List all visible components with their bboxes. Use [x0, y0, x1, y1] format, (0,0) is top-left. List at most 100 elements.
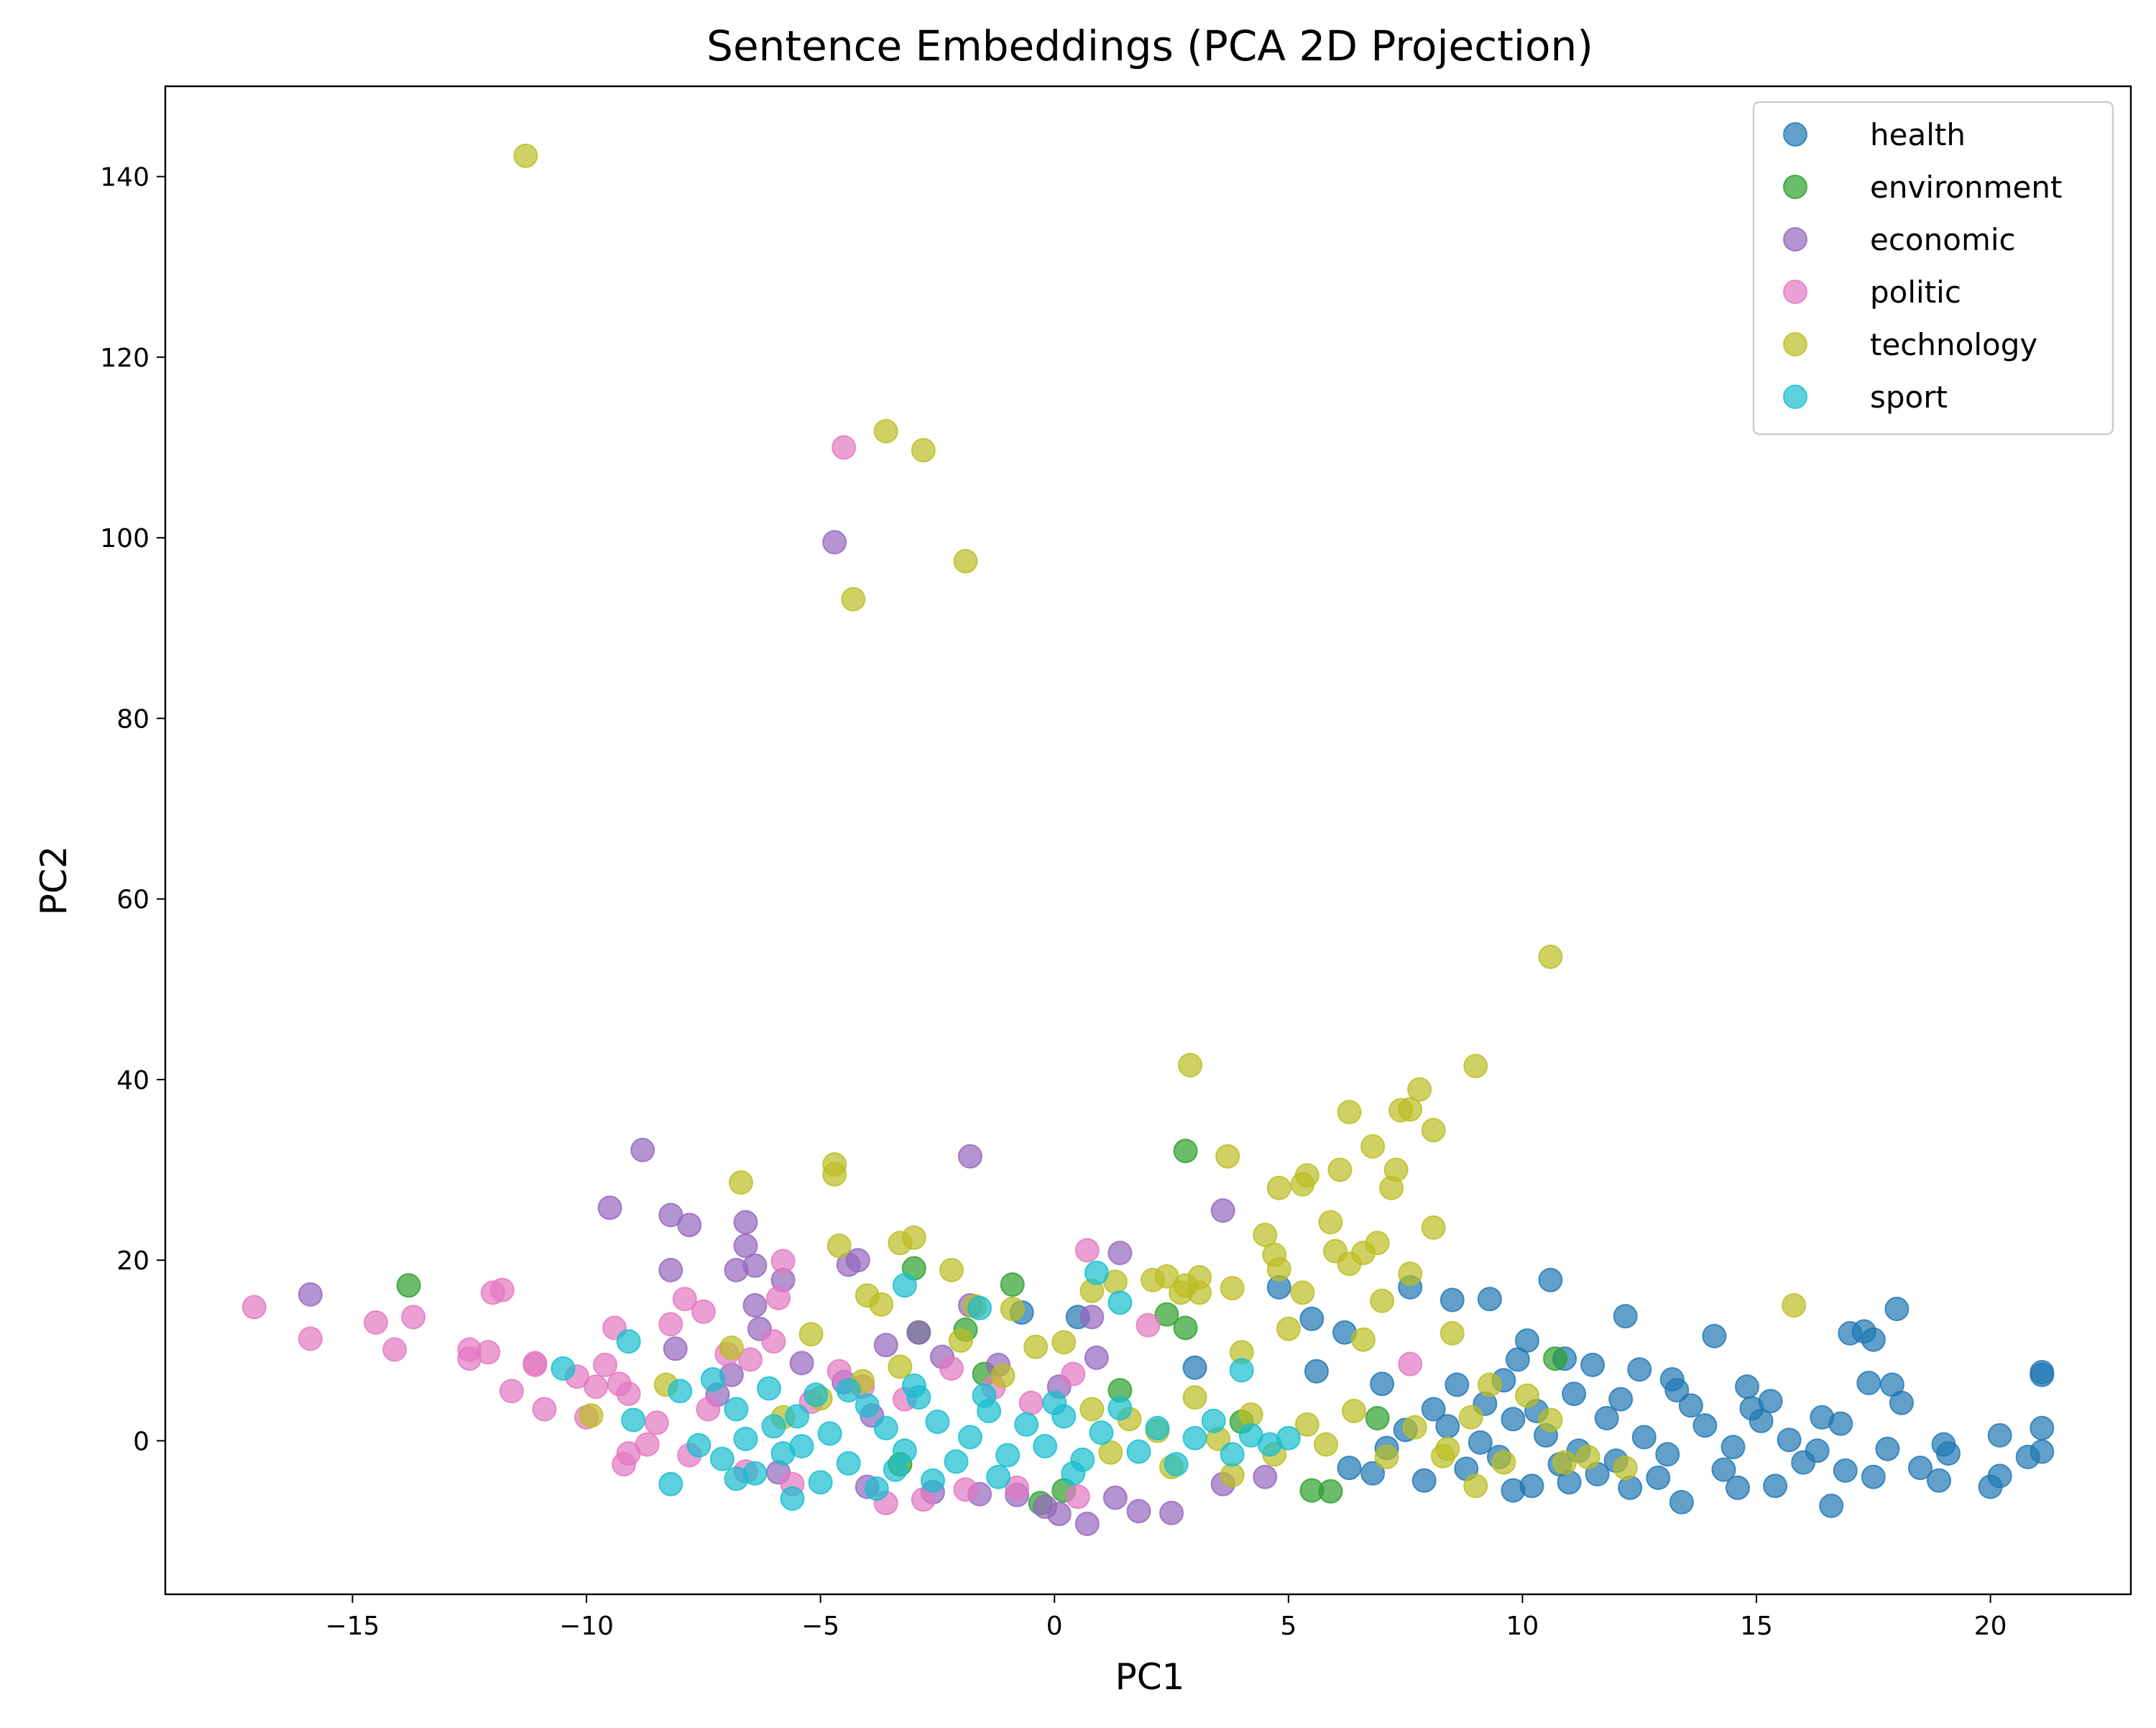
data-point-technology [1575, 1445, 1600, 1469]
data-point-health [1889, 1390, 1914, 1415]
data-point-politic [738, 1347, 763, 1372]
legend-label-environment: environment [1870, 170, 2062, 205]
data-point-politic [532, 1397, 557, 1422]
data-point-health [1692, 1413, 1718, 1438]
data-point-economic [873, 1333, 898, 1358]
data-point-technology [1187, 1265, 1212, 1290]
data-point-environment [1000, 1272, 1025, 1297]
data-point-health [1445, 1372, 1470, 1397]
data-point-economic [1210, 1198, 1235, 1223]
data-point-sport [733, 1426, 758, 1451]
data-point-health [1468, 1430, 1493, 1455]
data-point-economic [658, 1203, 683, 1228]
data-point-health [2030, 1439, 2055, 1464]
data-point-health [1519, 1474, 1544, 1499]
data-point-politic [593, 1352, 618, 1377]
data-point-sport [986, 1464, 1011, 1489]
data-point-sport [995, 1443, 1021, 1468]
data-point-economic [1107, 1241, 1133, 1266]
data-point-health [1819, 1493, 1844, 1518]
data-point-technology [1266, 1175, 1291, 1200]
data-point-sport [621, 1407, 646, 1433]
legend-marker-health [1783, 122, 1807, 147]
data-point-sport [921, 1468, 945, 1493]
data-point-technology [1000, 1297, 1025, 1321]
data-point-health [1182, 1355, 1207, 1380]
data-point-economic [630, 1137, 655, 1162]
data-point-health [1861, 1464, 1886, 1489]
data-point-sport [873, 1415, 898, 1440]
data-point-technology [1439, 1320, 1465, 1346]
data-point-sport [1033, 1434, 1058, 1458]
y-tick-label: 20 [116, 1246, 149, 1276]
series-economic [298, 530, 1278, 1536]
data-point-technology [1294, 1412, 1319, 1437]
data-point-health [1763, 1474, 1788, 1499]
data-point-politic [364, 1310, 388, 1335]
data-point-sport [1126, 1439, 1151, 1464]
axes-frame [164, 85, 2132, 1596]
data-point-economic [906, 1320, 931, 1345]
data-point-technology [1421, 1118, 1446, 1143]
data-point-politic [761, 1329, 786, 1354]
data-point-politic [298, 1326, 323, 1351]
data-point-health [1720, 1435, 1746, 1460]
data-point-politic [1398, 1351, 1423, 1377]
y-tick-label: 80 [116, 704, 149, 734]
data-point-politic [672, 1287, 697, 1312]
legend-marker-environment [1783, 175, 1807, 199]
data-point-environment [1543, 1346, 1567, 1371]
plot-area: −15 −10 −5 0 5 10 15 20 0 20 40 60 80 100 120 140 [100, 85, 2132, 1641]
data-point-sport [944, 1449, 969, 1474]
data-point-technology [873, 418, 898, 444]
legend: health environment economic politic technolo… [1752, 101, 2114, 436]
data-point-health [1646, 1465, 1671, 1490]
data-point-sport [1164, 1452, 1189, 1477]
data-point-environment [1365, 1406, 1390, 1430]
data-point-health [1538, 1267, 1563, 1292]
legend-label-health: health [1870, 117, 1966, 152]
data-point-technology [1435, 1436, 1460, 1461]
data-point-sport [1107, 1396, 1133, 1421]
data-point-technology [1266, 1256, 1291, 1282]
data-point-politic [953, 1477, 978, 1502]
legend-label-economic: economic [1870, 222, 2016, 257]
data-point-health [1477, 1287, 1502, 1312]
data-point-technology [1098, 1440, 1123, 1465]
data-point-health [1828, 1411, 1853, 1436]
data-point-politic [691, 1299, 716, 1324]
y-axis-label: PC2 [33, 846, 75, 916]
legend-marker-economic [1783, 227, 1807, 252]
data-point-sport [1084, 1260, 1109, 1285]
data-point-health [1669, 1489, 1694, 1515]
data-point-economic [733, 1233, 758, 1259]
data-point-politic [1065, 1484, 1090, 1509]
data-point-health [1726, 1475, 1750, 1500]
data-point-technology [1253, 1223, 1278, 1247]
data-point-health [1861, 1327, 1886, 1352]
y-tick-label: 0 [133, 1427, 149, 1456]
data-point-technology [949, 1328, 973, 1353]
data-point-health [1562, 1382, 1587, 1407]
data-point-technology [1141, 1267, 1165, 1292]
data-point-health [1613, 1304, 1638, 1329]
data-point-technology [953, 548, 978, 574]
data-point-technology [1276, 1316, 1301, 1341]
data-point-health [1833, 1458, 1858, 1483]
data-point-technology [1552, 1450, 1577, 1475]
data-point-economic [724, 1258, 749, 1282]
data-point-environment [396, 1273, 421, 1298]
data-point-health [1304, 1359, 1329, 1384]
data-point-health [1884, 1297, 1909, 1321]
data-point-sport [789, 1434, 814, 1458]
data-point-economic [1126, 1499, 1151, 1524]
data-point-technology [1398, 1261, 1423, 1286]
data-point-sport [854, 1393, 880, 1418]
data-point-health [1505, 1347, 1530, 1372]
data-point-politic [522, 1351, 548, 1376]
data-point-technology [1782, 1293, 1807, 1318]
data-point-health [1439, 1287, 1465, 1313]
legend-label-sport: sport [1870, 380, 1948, 415]
data-point-technology [1215, 1144, 1240, 1169]
